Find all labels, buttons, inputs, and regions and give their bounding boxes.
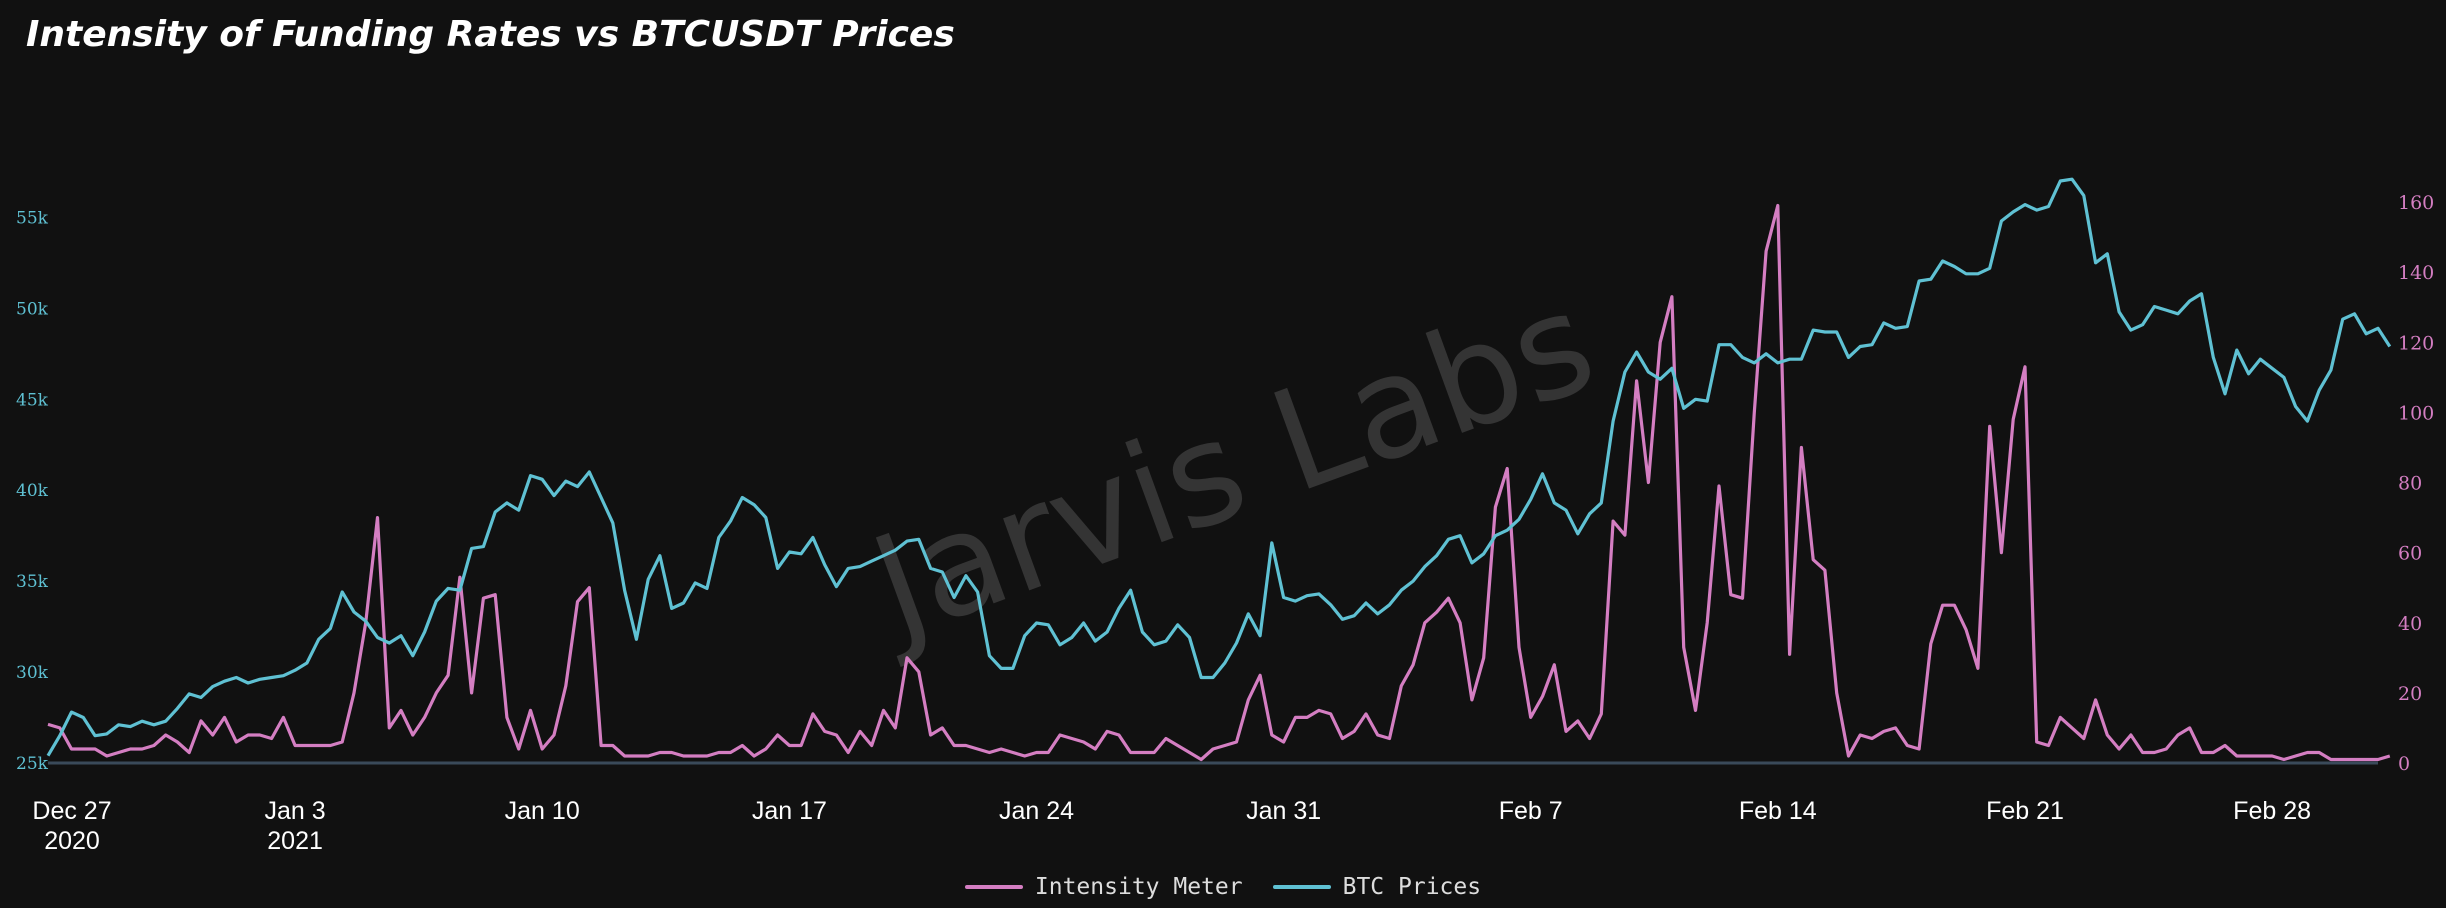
x-tick-label: Jan 24 [999,797,1074,825]
legend-swatch-intensity [964,885,1023,889]
series-line-intensity-meter[interactable] [47,203,2391,762]
x-tick-label: Jan 10 [505,797,580,825]
y-left-tick-label: 30k [16,663,49,683]
y-left-tick-label: 55k [16,208,49,228]
y-left-tick-label: 45k [16,390,49,410]
chart-title: Intensity of Funding Rates vs BTCUSDT Pr… [26,14,955,55]
y-left-tick-label: 50k [16,299,49,319]
x-tick-year-label: 2021 [267,827,323,855]
y-right-tick-label: 120 [2398,332,2434,354]
y-left-tick-label: 25k [16,754,49,774]
x-tick-label: Jan 17 [752,797,827,825]
watermark-text: Jarvis Labs [846,261,1614,673]
legend-swatch-btc [1272,885,1331,889]
x-tick-year-label: 2020 [44,827,100,855]
legend-label-intensity: Intensity Meter [1034,874,1243,900]
legend-item-btc[interactable]: BTC Prices [1272,874,1482,900]
legend-label-btc: BTC Prices [1342,874,1482,900]
x-tick-label: Jan 31 [1246,797,1321,825]
x-tick-label: Feb 7 [1499,797,1563,825]
x-tick-label: Dec 27 [32,797,111,825]
y-right-tick-label: 20 [2398,683,2422,705]
y-right-tick-label: 40 [2398,613,2422,635]
y-right-tick-label: 0 [2398,753,2410,775]
y-right-tick-label: 160 [2398,192,2434,214]
legend-item-intensity[interactable]: Intensity Meter [964,874,1243,900]
x-tick-label: Jan 3 [265,797,326,825]
y-right-tick-label: 80 [2398,473,2422,495]
legend: Intensity Meter BTC Prices [0,870,2446,904]
x-tick-label: Feb 21 [1986,797,2064,825]
y-left-tick-label: 35k [16,572,49,592]
y-right-tick-label: 100 [2398,402,2434,424]
x-tick-label: Feb 28 [2233,797,2311,825]
series-line-btc-prices[interactable] [46,177,2392,757]
chart-canvas: Jarvis Labs 25k 30k 35k 40k 45k 50k 55k 0 20 40 60… [16,177,2434,855]
y-right-tick-label: 60 [2398,543,2422,565]
y-right-tick-label: 140 [2398,262,2434,284]
x-tick-label: Feb 14 [1739,797,1817,825]
y-left-tick-label: 40k [16,481,49,501]
